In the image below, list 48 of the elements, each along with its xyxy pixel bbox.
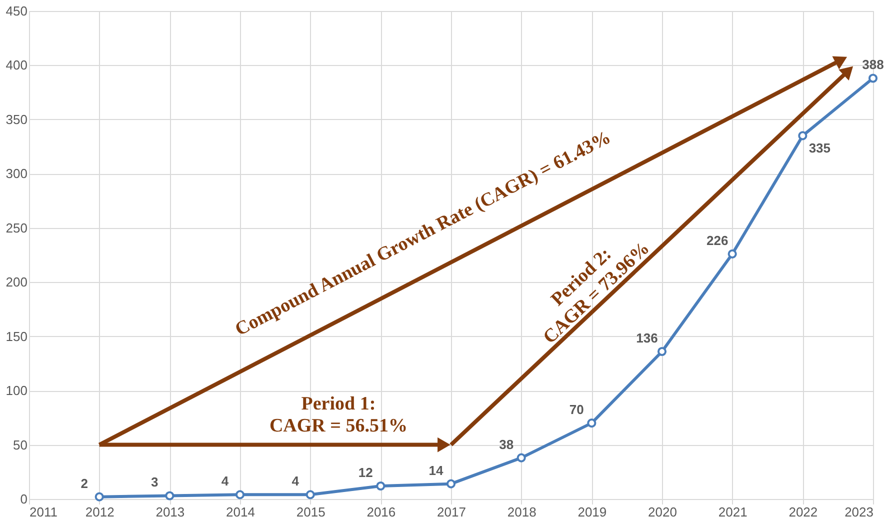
y-tick-label: 350 [6, 112, 28, 127]
point [376, 481, 386, 491]
x-tick-label: 2019 [578, 504, 607, 520]
x-tick-label: 2017 [437, 504, 466, 520]
x-tick-label: 2011 [30, 504, 58, 520]
point [657, 346, 667, 356]
y-tick-label: 200 [6, 274, 28, 290]
point [446, 479, 456, 488]
x-tick-label: 2021 [718, 504, 748, 520]
point [94, 492, 104, 502]
x-tick-label: 2022 [788, 504, 818, 520]
y-tick-label: 150 [6, 328, 28, 344]
data-label: 3 [151, 474, 158, 490]
data-label: 38 [499, 436, 514, 452]
y-tick-label: 300 [6, 166, 28, 182]
data-label: 388 [862, 57, 884, 72]
data-label: 226 [706, 232, 728, 248]
x-tick-label: 2012 [85, 504, 114, 520]
x-tick-label: 2014 [226, 504, 255, 520]
point [587, 418, 596, 428]
point [235, 490, 245, 500]
data-label: 14 [428, 462, 444, 478]
data-label: 136 [636, 330, 658, 346]
data-label: 2 [80, 476, 88, 491]
annotation: Period 1: CAGR = 56.51% [269, 394, 408, 437]
x-tick-label: 2013 [156, 504, 185, 520]
y-tick-label: 450 [6, 4, 28, 18]
x-tick-label: 2023 [844, 504, 874, 520]
x-tick-label: 2016 [366, 504, 396, 520]
x-tick-label: 2015 [296, 504, 326, 520]
point [798, 131, 808, 140]
point [306, 490, 315, 500]
data-label: 4 [292, 474, 300, 489]
data-label: 12 [358, 464, 373, 480]
point [516, 453, 526, 462]
point [728, 249, 737, 258]
x-tick-label: 2020 [648, 504, 677, 520]
data-label: 70 [569, 402, 584, 418]
y-tick-label: 0 [20, 492, 28, 506]
y-tick-label: 250 [6, 220, 28, 236]
point [165, 491, 174, 500]
point [868, 74, 878, 83]
y-tick-label: 50 [13, 437, 28, 452]
x-tick-label: 2018 [507, 504, 536, 520]
y-tick-label: 100 [6, 383, 28, 398]
y-tick-label: 400 [6, 58, 28, 73]
data-label: 4 [221, 474, 230, 489]
data-label: 335 [808, 140, 831, 156]
